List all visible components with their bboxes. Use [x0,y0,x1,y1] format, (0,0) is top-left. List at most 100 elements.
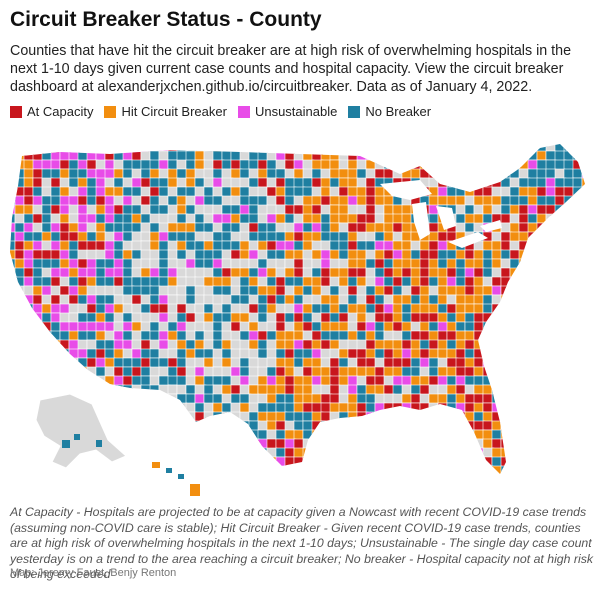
map-title: Circuit Breaker Status - County [10,8,322,31]
county-cell [572,267,583,278]
county-cell [113,375,125,387]
county-cell [554,294,565,306]
county-cell [500,438,513,450]
county-cell [131,339,142,350]
county-cell [455,348,466,360]
county-cell [338,348,349,359]
county-cell [509,438,522,450]
county-cell [509,393,520,406]
county-cell [419,447,432,460]
county-cell [230,294,241,305]
county-cell [23,456,34,467]
county-cell [500,420,512,431]
county-cell [140,447,151,458]
county-cell [482,303,493,314]
county-cell [113,420,124,432]
county-cell [554,366,567,378]
county-cell [581,429,585,440]
county-cell [50,357,62,370]
county-cell [392,384,404,396]
county-cell [581,411,585,423]
county-cell [113,276,124,288]
county-cell [356,429,368,440]
county-cell [464,402,476,413]
county-cell [374,375,386,386]
county-cell [239,150,251,161]
legend-item-no-breaker: No Breaker [348,104,431,119]
county-cell [482,348,495,361]
county-cell [158,393,169,405]
county-cell [545,267,557,279]
county-cell [509,366,522,377]
county-cell [41,213,52,224]
county-cell [230,411,241,422]
county-cell [329,447,340,460]
county-cell [446,321,457,333]
county-cell [10,294,17,307]
county-cell [527,312,539,323]
county-cell [383,447,394,458]
county-cell [509,312,521,325]
county-cell [356,393,368,404]
county-cell [518,402,531,414]
county-cell [464,150,476,162]
county-cell [32,321,43,332]
county-cell [491,258,502,269]
county-cell [14,240,25,251]
county-cell [410,393,422,404]
county-cell [347,447,359,460]
county-cell [527,276,539,287]
county-cell [536,402,548,413]
county-cell [374,420,386,433]
county-cell [230,393,241,405]
county-cell [131,456,143,467]
county-cell [473,348,486,359]
county-cell [311,195,323,206]
county-cell [59,357,70,370]
county-cell [329,429,342,442]
county-cell [41,447,52,459]
county-cell [563,258,574,270]
county-cell [509,357,521,368]
county-cell [392,258,404,269]
county-cell [482,465,494,474]
county-cell [10,420,17,433]
county-cell [95,384,108,397]
county-cell [239,465,252,474]
county-cell [104,186,115,197]
county-cell [32,276,44,287]
county-cell [527,321,540,334]
county-cell [482,321,494,333]
legend-item-at-capacity: At Capacity [10,104,93,119]
map-subtitle: Counties that have hit the circuit break… [10,43,572,95]
county-cell [509,321,521,332]
county-cell [572,213,584,225]
county-cell [41,465,52,474]
county-cell [149,429,160,442]
county-cell [536,321,548,334]
county-cell [221,465,232,474]
county-cell [572,144,584,154]
county-cell [437,429,448,441]
county-cell [230,240,241,251]
county-cell [428,321,440,332]
county-cell [491,285,502,296]
county-cell [113,330,124,342]
county-cell [149,231,161,243]
county-cell [23,195,35,206]
county-cell [347,294,358,306]
county-cell [545,402,558,414]
county-cell [122,339,133,351]
county-cell [86,168,97,179]
county-cell [446,150,458,163]
county-cell [158,312,170,324]
county-cell [329,420,341,432]
county-cell [140,465,151,474]
county-cell [32,357,45,369]
county-cell [545,231,558,243]
county-cell [437,393,448,405]
county-cell [581,294,585,307]
county-cell [239,447,251,459]
county-cell [266,186,277,198]
county-cell [464,321,476,332]
